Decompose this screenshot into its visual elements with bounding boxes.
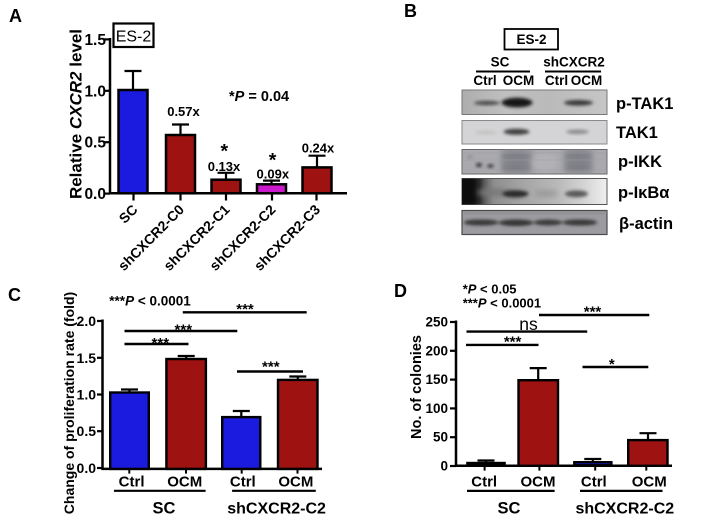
svg-text:D: D: [394, 281, 407, 301]
svg-text:OCM: OCM: [571, 73, 603, 88]
svg-text:0.5: 0.5: [77, 423, 97, 439]
svg-text:1.0: 1.0: [77, 387, 97, 403]
svg-text:***P < 0.0001: ***P < 0.0001: [463, 296, 541, 311]
svg-text:***: ***: [152, 335, 170, 352]
svg-text:***: ***: [236, 301, 254, 318]
svg-text:Ctrl: Ctrl: [545, 73, 568, 88]
svg-text:p-TAK1: p-TAK1: [616, 95, 673, 113]
svg-text:***: ***: [262, 358, 280, 375]
svg-text:200: 200: [425, 343, 448, 358]
svg-text:1.5: 1.5: [77, 350, 97, 366]
svg-text:0.24x: 0.24x: [302, 140, 335, 155]
svg-text:*: *: [269, 150, 277, 172]
svg-text:p-IκBα: p-IκBα: [618, 184, 669, 202]
svg-text:Ctrl: Ctrl: [230, 473, 256, 490]
svg-text:0.5: 0.5: [84, 135, 106, 152]
svg-text:OCM: OCM: [503, 73, 535, 88]
svg-text:0: 0: [440, 459, 448, 474]
svg-text:100: 100: [425, 401, 448, 416]
svg-text:SC: SC: [491, 55, 510, 70]
svg-text:2.0: 2.0: [77, 313, 97, 329]
svg-text:β-actin: β-actin: [619, 215, 673, 233]
svg-text:***: ***: [584, 304, 602, 321]
svg-text:***: ***: [504, 334, 522, 351]
svg-text:***P < 0.0001: ***P < 0.0001: [109, 294, 191, 309]
svg-text:ns: ns: [519, 314, 538, 334]
svg-text:Ctrl: Ctrl: [471, 473, 497, 490]
svg-text:0.57x: 0.57x: [167, 104, 200, 119]
svg-text:0.0: 0.0: [84, 186, 106, 203]
svg-text:Ctrl: Ctrl: [581, 473, 607, 490]
svg-text:shCXCR2: shCXCR2: [543, 55, 605, 70]
svg-text:0.13x: 0.13x: [208, 159, 241, 174]
svg-text:SC: SC: [152, 500, 175, 518]
svg-text:SC: SC: [498, 500, 521, 518]
svg-text:TAK1: TAK1: [616, 124, 658, 142]
svg-text:250: 250: [425, 315, 448, 330]
svg-text:C: C: [8, 285, 21, 305]
svg-text:OCM: OCM: [167, 473, 202, 490]
svg-text:1.5: 1.5: [84, 32, 106, 49]
svg-text:Change of proliferation rate (: Change of proliferation rate (fold): [61, 292, 77, 514]
svg-text:ES-2: ES-2: [516, 32, 546, 47]
svg-text:***: ***: [175, 321, 193, 338]
svg-text:B: B: [404, 1, 417, 21]
svg-text:150: 150: [425, 372, 448, 387]
svg-text:0.09x: 0.09x: [257, 166, 290, 181]
svg-text:SC: SC: [116, 201, 141, 226]
svg-text:ES-2: ES-2: [116, 29, 152, 46]
svg-text:OCM: OCM: [278, 473, 313, 490]
svg-text:OCM: OCM: [521, 473, 556, 490]
svg-text:No. of colonies: No. of colonies: [409, 335, 425, 439]
svg-text:OCM: OCM: [632, 473, 667, 490]
svg-text:shCXCR2-C2: shCXCR2-C2: [227, 501, 326, 518]
svg-text:*: *: [221, 141, 229, 163]
svg-text:Ctrl: Ctrl: [119, 473, 145, 490]
svg-text:Relative CXCR2 level: Relative CXCR2 level: [67, 29, 86, 199]
svg-text:Ctrl: Ctrl: [473, 73, 496, 88]
svg-text:0.0: 0.0: [77, 460, 97, 476]
svg-text:*P = 0.04: *P = 0.04: [229, 89, 289, 105]
svg-text:p-IKK: p-IKK: [618, 153, 662, 171]
svg-text:A: A: [9, 6, 22, 26]
svg-text:1.0: 1.0: [84, 83, 106, 100]
svg-text:*P < 0.05: *P < 0.05: [463, 282, 517, 297]
svg-text:50: 50: [433, 430, 448, 445]
svg-text:shCXCR2-C2: shCXCR2-C2: [575, 501, 674, 518]
svg-text:*: *: [609, 356, 615, 373]
